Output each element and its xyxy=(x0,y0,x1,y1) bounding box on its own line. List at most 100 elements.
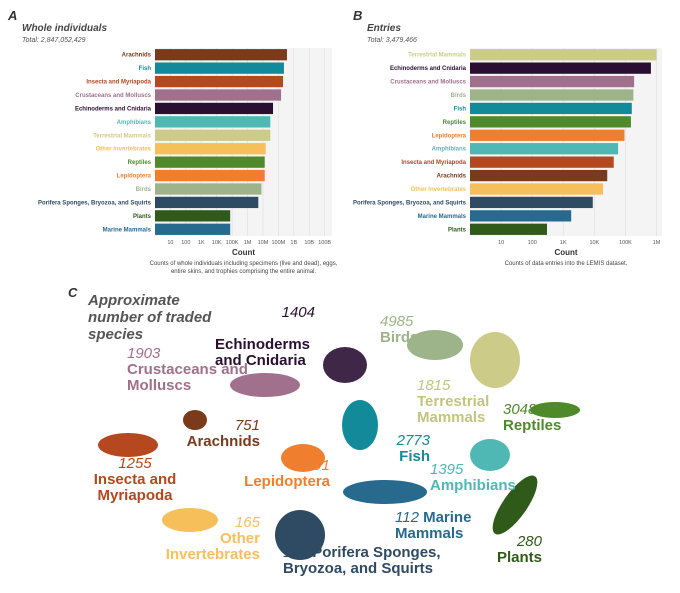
species-label: 165 Other Invertebrates xyxy=(155,515,260,563)
y-tick-label: Reptiles xyxy=(443,120,467,126)
species-count: 1404 xyxy=(281,304,315,321)
species-name: Other Invertebrates xyxy=(165,530,260,563)
species-label: 751 Arachnids xyxy=(180,418,260,450)
species-count: 1255 xyxy=(118,455,152,472)
species-name: Reptiles xyxy=(503,417,562,434)
icon-fish xyxy=(342,400,378,450)
species-label: 112 Marine Mammals xyxy=(395,510,480,542)
caption-line: entire skins, and trophies comprising th… xyxy=(171,269,316,275)
y-tick-label: Reptiles xyxy=(128,160,152,166)
y-tick-label: Arachnids xyxy=(122,53,152,59)
species-count: 1815 xyxy=(417,377,451,394)
icon-lobster xyxy=(230,373,300,397)
species-count: 751 xyxy=(234,417,260,434)
icon-frog xyxy=(470,439,510,471)
y-tick-label: Other Invertebrates xyxy=(411,187,467,193)
bar xyxy=(470,62,651,74)
y-tick-label: Terrestrial Mammals xyxy=(408,53,467,59)
bar xyxy=(470,102,632,115)
y-tick-label: Arachnids xyxy=(437,174,467,180)
species-label: 280 Plants xyxy=(487,534,542,566)
x-tick-label: 10 xyxy=(167,240,173,246)
species-name: Lepidoptera xyxy=(244,473,330,490)
bar xyxy=(470,183,604,195)
caption-line: Counts of data entries into the LEMIS da… xyxy=(505,261,628,267)
panel: B Entries Total: 3,479,466 10 100 1K 10K 100K 1M… xyxy=(353,8,662,267)
panel-label: A xyxy=(7,8,17,23)
species-name: Insecta and Myriapoda xyxy=(93,471,177,504)
bar xyxy=(155,169,265,182)
y-tick-label: Marine Mammals xyxy=(418,214,467,220)
bar xyxy=(155,223,231,235)
x-tick-label: 1K xyxy=(198,240,205,246)
x-tick-label: 10 xyxy=(498,240,504,246)
species-label: 3048 Reptiles xyxy=(503,402,583,434)
y-tick-label: Echinoderms and Cnidaria xyxy=(390,66,467,72)
species-label: 4985 Birds xyxy=(380,314,440,346)
bar xyxy=(155,116,271,128)
bar xyxy=(470,223,548,235)
x-tick-label: 100K xyxy=(226,240,239,246)
species-count: 112 xyxy=(395,509,419,526)
bar xyxy=(155,210,231,222)
bar xyxy=(155,75,284,88)
bar xyxy=(155,196,259,209)
species-count: 1395 xyxy=(430,461,464,478)
y-tick-label: Plants xyxy=(448,227,467,233)
species-count: 2773 xyxy=(396,432,430,449)
y-tick-label: Porifera Sponges, Bryozoa, and Squirts xyxy=(353,200,467,206)
species-label: 1255 Insecta and Myriapoda xyxy=(80,456,190,504)
species-count: 120 xyxy=(283,544,309,561)
x-tick-label: 1B xyxy=(290,240,297,246)
bar xyxy=(155,156,265,168)
icon-mammal xyxy=(470,332,520,388)
bar xyxy=(155,143,266,155)
icon-starfish xyxy=(323,347,367,383)
species-label: 1091 Lepidoptera xyxy=(235,458,330,490)
chart-title: Whole individuals xyxy=(22,23,107,34)
y-tick-label: Echinoderms and Cnidaria xyxy=(75,106,152,112)
species-label: 1903 Crustaceans and Molluscs xyxy=(127,346,252,394)
species-count: 165 xyxy=(234,514,260,531)
bar xyxy=(470,169,608,182)
x-tick-label: 100 xyxy=(181,240,190,246)
subtitle: Total: 2,847,052,429 xyxy=(22,37,86,44)
x-tick-label: 10K xyxy=(212,240,222,246)
charts: A Whole individuals Total: 2,847,052,429 10… xyxy=(7,8,662,275)
x-tick-label: 10M xyxy=(258,240,269,246)
chart-title: Entries xyxy=(367,23,401,34)
species-count: 4985 xyxy=(380,313,414,330)
y-tick-label: Porifera Sponges, Bryozoa, and Squirts xyxy=(38,200,152,206)
species-count: 280 xyxy=(516,533,542,550)
y-tick-label: Crustaceans and Molluscs xyxy=(75,93,151,99)
x-tick-label: 10B xyxy=(304,240,314,246)
species-count: 3048 xyxy=(503,401,537,418)
panel-title: Approximate number of traded species xyxy=(88,292,212,343)
y-tick-label: Fish xyxy=(454,106,467,112)
x-tick-label: 100K xyxy=(619,240,632,246)
species-name: Amphibians xyxy=(430,477,516,494)
icon-bird xyxy=(407,330,463,360)
species-name: Crustaceans and Molluscs xyxy=(127,361,248,394)
y-tick-label: Lepidoptera xyxy=(117,174,152,180)
y-tick-label: Other Invertebrates xyxy=(96,147,152,153)
species-label: 1404 Echinoderms and Cnidaria xyxy=(215,305,325,369)
y-tick-label: Plants xyxy=(133,214,152,220)
bar xyxy=(470,143,619,155)
x-tick-label: 100 xyxy=(528,240,537,246)
bar xyxy=(470,116,631,128)
x-tick-label: 1M xyxy=(653,240,661,246)
caption: Counts of data entries into the LEMIS da… xyxy=(505,261,628,267)
x-axis-title: Count xyxy=(232,248,255,257)
species-count: 1091 xyxy=(296,457,330,474)
species-label: 2773 Fish xyxy=(370,433,430,465)
species-name: Birds xyxy=(380,329,419,346)
x-axis-title: Count xyxy=(554,248,577,257)
bar xyxy=(470,210,572,222)
y-tick-label: Lepidoptera xyxy=(432,133,467,139)
y-tick-label: Insecta and Myriapoda xyxy=(401,160,466,166)
bar xyxy=(470,156,614,168)
species-label: 120 Porifera Sponges, Bryozoa, and Squir… xyxy=(283,545,473,577)
species-count: 1903 xyxy=(127,345,161,362)
bar xyxy=(470,49,657,61)
